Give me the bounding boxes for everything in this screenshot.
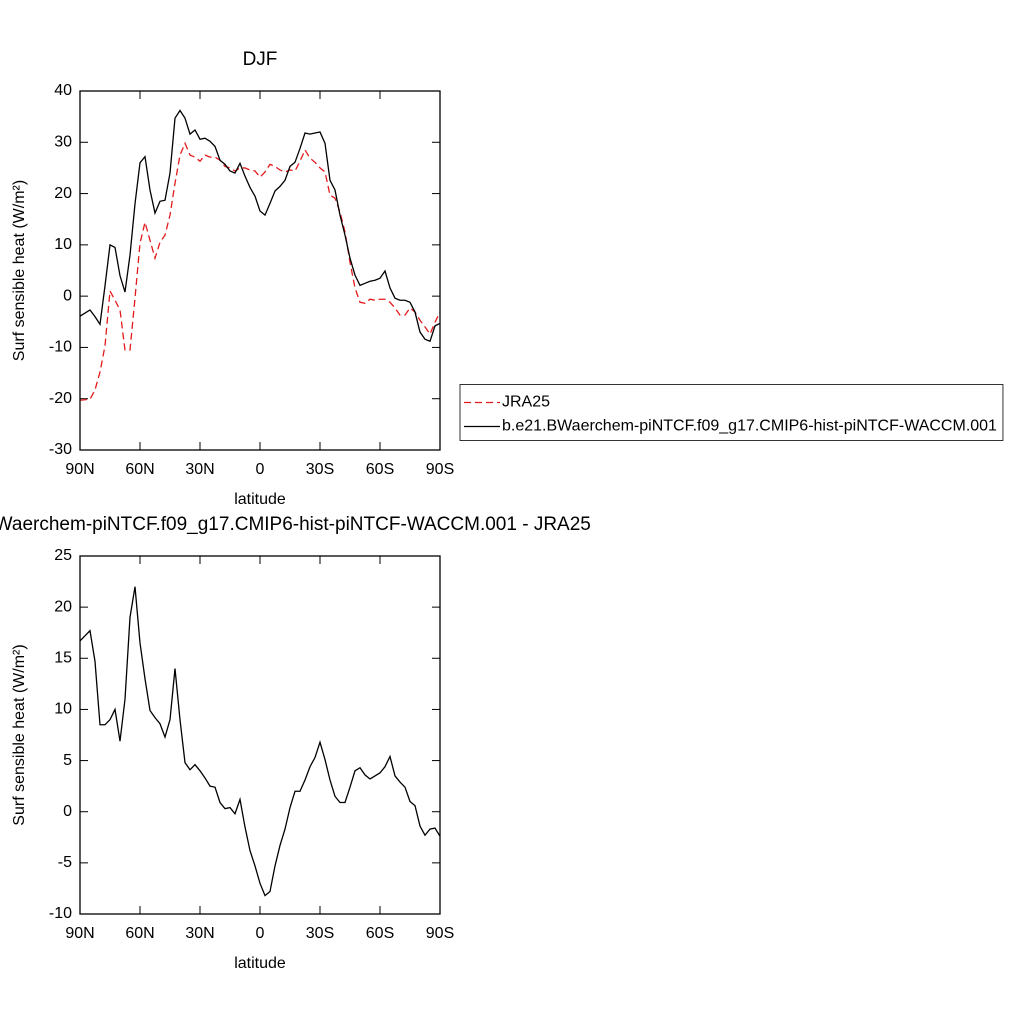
x-axis-label: latitude [234, 491, 286, 508]
x-tick-label: 60N [125, 461, 154, 478]
y-tick-label: -10 [49, 339, 72, 356]
x-tick-label: 90S [426, 925, 454, 942]
x-tick-label: 60N [125, 925, 154, 942]
data-line [79, 141, 441, 401]
y-tick-label: -10 [49, 905, 72, 922]
x-tick-label: 60S [366, 461, 394, 478]
plot-frame [79, 555, 441, 915]
x-tick-label: 30S [306, 925, 334, 942]
x-tick-label: 30S [306, 461, 334, 478]
x-tick-label: 30N [185, 461, 214, 478]
plot-frame [79, 90, 441, 451]
legend-frame [459, 384, 1004, 441]
y-tick-label: -20 [49, 390, 72, 407]
x-tick-label: 90N [65, 925, 94, 942]
data-line [79, 586, 441, 897]
y-tick-label: 20 [54, 598, 72, 615]
y-tick-label: 10 [54, 236, 72, 253]
y-tick-label: -30 [49, 441, 72, 458]
x-tick-label: 0 [256, 925, 265, 942]
y-axis-label: Surf sensible heat (W/m²) [11, 644, 28, 825]
y-tick-label: 25 [54, 547, 72, 564]
y-tick-label: 10 [54, 701, 72, 718]
y-tick-label: 30 [54, 134, 72, 151]
y-tick-label: 0 [63, 287, 72, 304]
y-tick-label: 20 [54, 185, 72, 202]
chart-title: b.e21.BWaerchem-piNTCF.f09_g17.CMIP6-his… [0, 514, 591, 535]
legend: JRA25 b.e21.BWaerchem-piNTCF.f09_g17.CMIP… [459, 384, 1004, 441]
y-tick-label: 40 [54, 82, 72, 99]
data-line [79, 109, 441, 343]
x-tick-label: 30N [185, 925, 214, 942]
x-tick-label: 0 [256, 461, 265, 478]
x-tick-label: 90N [65, 461, 94, 478]
y-tick-label: 0 [63, 803, 72, 820]
y-tick-label: 15 [54, 650, 72, 667]
y-tick-label: 5 [63, 752, 72, 769]
chart-title: DJF [243, 49, 278, 70]
legend-label: JRA25 [502, 394, 550, 411]
x-tick-label: 60S [366, 925, 394, 942]
x-axis-label: latitude [234, 955, 286, 972]
y-tick-label: -5 [58, 854, 72, 871]
y-axis-label: Surf sensible heat (W/m²) [11, 180, 28, 361]
x-tick-label: 90S [426, 461, 454, 478]
legend-label: b.e21.BWaerchem-piNTCF.f09_g17.CMIP6-his… [502, 418, 997, 435]
